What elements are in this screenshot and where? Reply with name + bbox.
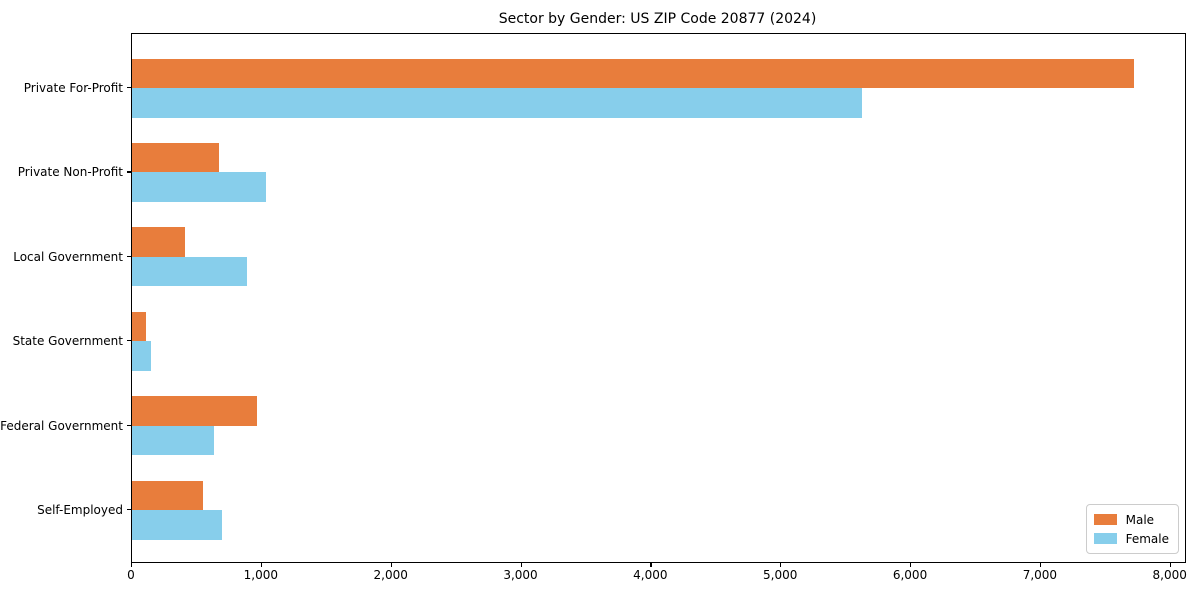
x-tick-mark	[1169, 562, 1171, 567]
legend-entry-female: Female	[1093, 529, 1169, 548]
y-tick-mark	[127, 340, 131, 342]
bar-male-local-government	[132, 227, 186, 257]
bar-male-federal-government	[132, 396, 258, 426]
bar-male-state-government	[132, 311, 147, 342]
bar-female-self-employed	[132, 510, 222, 540]
y-tick-label-state-government: State Government	[12, 334, 123, 349]
x-tick-mark	[520, 562, 522, 567]
x-tick-label-5000: 5,000	[763, 568, 798, 582]
legend-entry-male: Male	[1093, 510, 1169, 529]
bar-female-private-non-profit	[132, 172, 266, 202]
x-tick-label-6000: 6,000	[892, 568, 928, 582]
y-tick-mark	[127, 255, 131, 257]
chart-title: Sector by Gender: US ZIP Code 20877 (202…	[498, 11, 817, 27]
plot-area: Male Female	[131, 33, 1186, 563]
x-tick-mark	[910, 562, 912, 567]
bar-male-private-for-profit	[132, 58, 1135, 88]
bar-female-state-government	[132, 341, 152, 371]
y-tick-label-private-for-profit: Private For-Profit	[23, 81, 123, 95]
legend: Male Female	[1085, 504, 1179, 554]
y-tick-mark	[127, 509, 131, 511]
legend-label-male: Male	[1125, 512, 1155, 527]
bar-female-local-government	[132, 256, 247, 287]
x-tick-label-2000: 2,000	[373, 568, 408, 582]
y-tick-label-self-employed: Self-Employed	[37, 503, 123, 517]
y-tick-mark	[127, 87, 131, 89]
y-tick-mark	[127, 424, 131, 426]
x-tick-label-4000: 4,000	[633, 568, 668, 582]
bar-female-private-for-profit	[132, 88, 862, 118]
y-tick-label-federal-government: Federal Government	[0, 418, 123, 433]
x-tick-mark	[260, 562, 263, 567]
legend-label-female: Female	[1125, 531, 1169, 546]
y-tick-label-local-government: Local Government	[13, 249, 123, 264]
x-tick-mark	[780, 562, 782, 567]
bar-female-federal-government	[132, 425, 214, 456]
legend-swatch-female-icon	[1093, 533, 1117, 544]
x-tick-mark	[131, 562, 133, 567]
x-tick-label-8000: 8,000	[1152, 568, 1187, 582]
x-tick-mark	[390, 562, 392, 567]
y-tick-label-private-non-profit: Private Non-Profit	[17, 165, 123, 180]
x-tick-mark	[1039, 562, 1042, 567]
x-tick-mark	[650, 562, 652, 567]
x-tick-label-1000: 1,000	[243, 568, 279, 582]
x-tick-label-7000: 7,000	[1022, 568, 1058, 582]
bar-male-private-non-profit	[132, 142, 219, 173]
y-tick-mark	[127, 171, 131, 173]
bar-male-self-employed	[132, 480, 204, 510]
x-tick-label-0: 0	[127, 568, 135, 582]
legend-swatch-male-icon	[1093, 514, 1117, 525]
x-tick-label-3000: 3,000	[503, 568, 538, 582]
